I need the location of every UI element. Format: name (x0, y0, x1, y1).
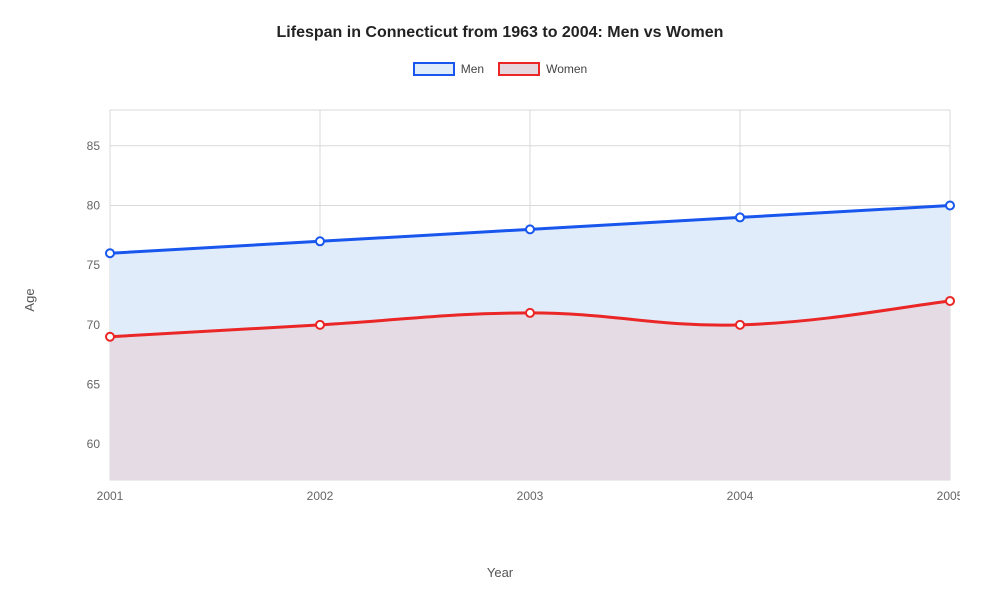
x-tick-label: 2005 (937, 489, 960, 503)
data-point-men[interactable] (946, 201, 954, 209)
legend-label-men: Men (461, 62, 484, 76)
data-point-men[interactable] (526, 225, 534, 233)
data-point-women[interactable] (526, 309, 534, 317)
y-tick-label: 60 (87, 437, 101, 451)
legend-label-women: Women (546, 62, 587, 76)
y-tick-label: 80 (87, 198, 101, 212)
y-axis-label: Age (22, 288, 37, 311)
plot-area: 60 65 70 75 80 85 2001 2002 2003 2004 2005 (70, 100, 960, 520)
chart-container: { "chart": { "type": "area-line", "title… (0, 0, 1000, 600)
data-point-women[interactable] (946, 297, 954, 305)
y-tick-label: 85 (87, 139, 101, 153)
data-point-women[interactable] (316, 321, 324, 329)
data-point-men[interactable] (316, 237, 324, 245)
y-tick-label: 70 (87, 318, 101, 332)
legend-item-women[interactable]: Women (498, 62, 587, 76)
legend-item-men[interactable]: Men (413, 62, 484, 76)
data-point-women[interactable] (106, 333, 114, 341)
legend-swatch-men (413, 62, 455, 76)
data-point-women[interactable] (736, 321, 744, 329)
x-tick-label: 2002 (307, 489, 334, 503)
y-tick-label: 65 (87, 378, 101, 392)
y-tick-label: 75 (87, 258, 101, 272)
chart-title: Lifespan in Connecticut from 1963 to 200… (0, 24, 1000, 42)
data-point-men[interactable] (106, 249, 114, 257)
x-axis-label: Year (0, 565, 1000, 580)
x-tick-label: 2003 (517, 489, 544, 503)
x-tick-label: 2001 (97, 489, 124, 503)
x-tick-label: 2004 (727, 489, 754, 503)
legend: Men Women (0, 62, 1000, 76)
data-point-men[interactable] (736, 213, 744, 221)
legend-swatch-women (498, 62, 540, 76)
